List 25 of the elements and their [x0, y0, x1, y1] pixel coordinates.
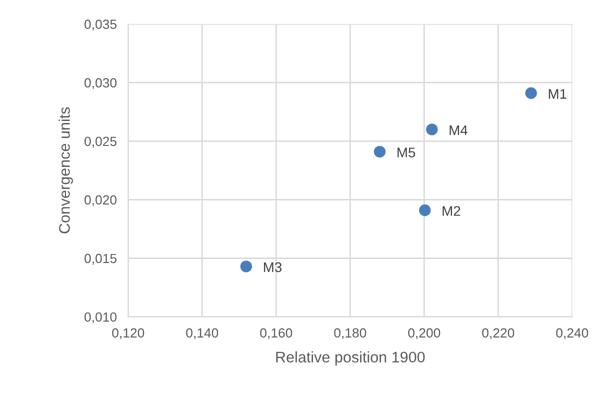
point [426, 124, 438, 136]
y-tick-label: 0,020 [84, 195, 117, 206]
point [240, 260, 252, 272]
x-tick-label: 0,160 [260, 328, 292, 340]
point [419, 204, 431, 216]
annotation: M3 [264, 262, 282, 272]
x-tick-label: 0,140 [186, 328, 218, 340]
x-tick-label: 0,220 [482, 328, 514, 340]
annotation: M4 [450, 125, 468, 135]
x-tick-label: 0,240 [556, 328, 588, 340]
point [525, 87, 537, 99]
annotation: M5 [398, 148, 416, 158]
x-axis-title: Relative position 1900 [276, 351, 425, 366]
y-axis-title: Convergence units [58, 107, 73, 234]
y-tick-label: 0,010 [84, 312, 117, 324]
x-tick-label: 0,180 [334, 328, 366, 340]
y-tick-label: 0,015 [84, 254, 116, 265]
annotation: M2 [442, 206, 460, 216]
x-tick-label: 0,200 [408, 328, 440, 340]
y-tick-label: 0,030 [84, 78, 117, 90]
y-tick-label: 0,025 [84, 136, 116, 148]
point [374, 146, 386, 158]
x-tick-label: 0,120 [112, 328, 144, 340]
annotation: M1 [548, 89, 566, 99]
y-tick-label: 0,035 [84, 20, 116, 31]
